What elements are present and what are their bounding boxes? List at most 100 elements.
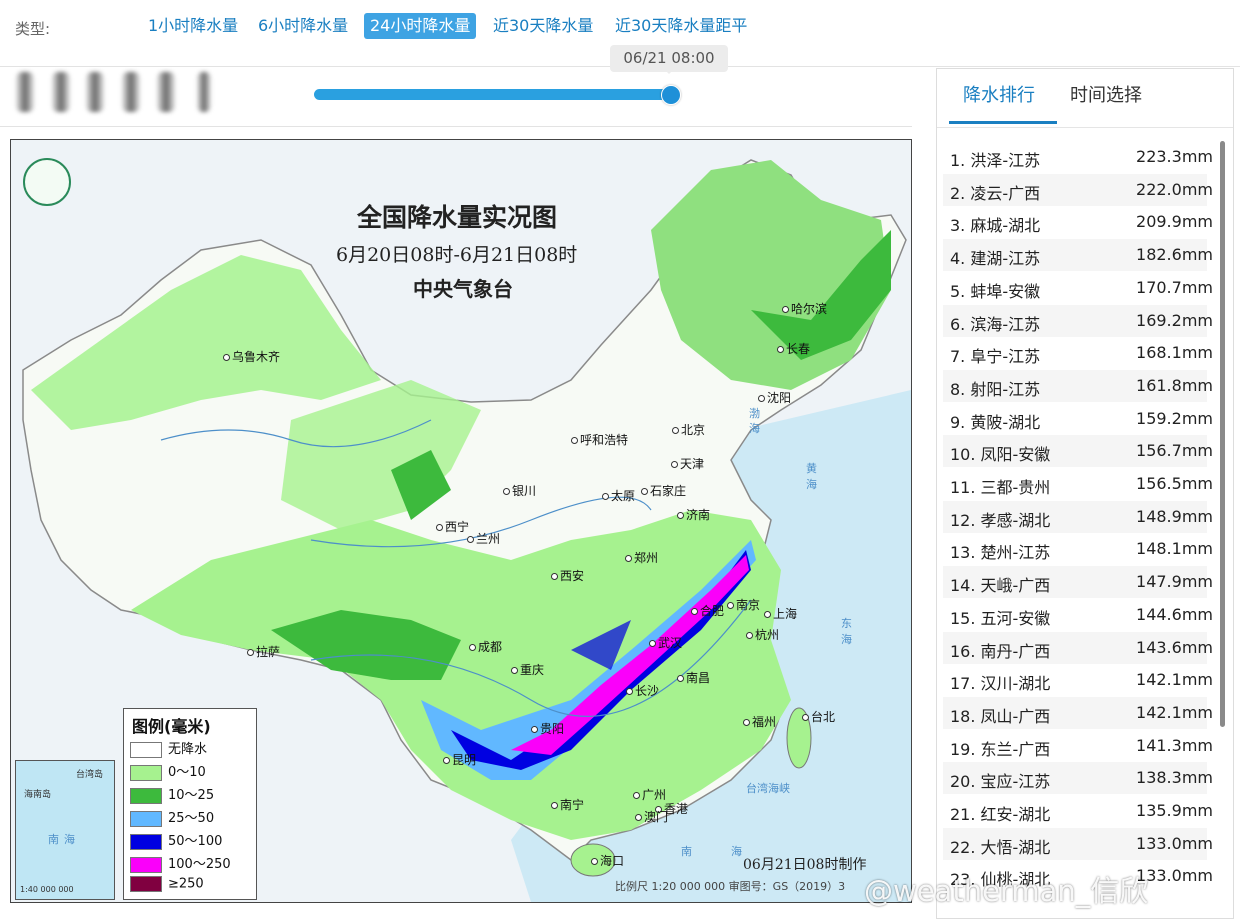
inset-label: 南 (48, 833, 59, 846)
legend-swatch (130, 787, 162, 804)
weibo-watermark: @weatherman_信欣 (864, 874, 1149, 908)
city-label: 兰州 (467, 530, 500, 547)
divider (937, 127, 1233, 128)
sea-label: 黄 (806, 462, 817, 475)
sea-label: 台湾海峡 (746, 782, 790, 795)
type-bar: 类型: 1小时降水量 6小时降水量 24小时降水量 近30天降水量 近30天降水… (0, 0, 1240, 60)
ranking-row[interactable]: 2. 凌云-广西 222.0mm (943, 173, 1213, 206)
city-label: 长春 (777, 340, 810, 357)
ranking-scrollbar[interactable] (1220, 141, 1225, 727)
time-slider-track[interactable] (314, 89, 672, 100)
ranking-row[interactable]: 4. 建湖-江苏 182.6mm (943, 239, 1213, 272)
city-label: 长沙 (626, 682, 659, 699)
legend-swatch (130, 764, 162, 781)
city-label: 昆明 (443, 751, 476, 768)
city-label: 杭州 (746, 626, 779, 643)
inset-label: 台湾岛 (76, 770, 104, 780)
city-label: 沈阳 (758, 389, 791, 406)
map-legend: 图例(毫米) 无降水 0～10 10～25 25～50 50～100 100～2… (123, 708, 257, 900)
tab-24h-precip[interactable]: 24小时降水量 (364, 13, 477, 39)
ranking-row[interactable]: 6. 滨海-江苏 169.2mm (943, 304, 1213, 337)
city-label: 天津 (671, 455, 704, 472)
sea-label: 海 (806, 478, 817, 491)
active-tab-indicator (949, 121, 1057, 124)
map-scale: 比例尺 1:20 000 000 审图号：GS（2019）3 (615, 880, 846, 893)
ranking-row[interactable]: 15. 五河-安徽 144.6mm (950, 604, 1213, 628)
city-label: 呼和浩特 (571, 431, 628, 448)
city-label: 郑州 (625, 549, 658, 566)
ranking-panel: 降水排行 时间选择 1. 洪泽-江苏 223.3mm 2. 凌云-广西 222.0m… (936, 68, 1234, 919)
time-slider-handle[interactable] (661, 85, 681, 105)
map-title: 全国降水量实况图 (357, 203, 558, 232)
tab-precip-ranking[interactable]: 降水排行 (963, 85, 1035, 106)
city-label: 乌鲁木齐 (223, 348, 280, 365)
city-label: 澳门 (635, 808, 668, 825)
legend-item: ≥250 (130, 876, 204, 894)
legend-item: 50～100 (130, 830, 222, 850)
legend-item: 无降水 (130, 738, 207, 758)
ranking-row[interactable]: 1. 洪泽-江苏 223.3mm (950, 147, 1213, 170)
ranking-row[interactable]: 14. 天峨-广西 147.9mm (943, 566, 1213, 599)
inset-scale: 1:40 000 000 (20, 885, 74, 894)
ranking-row[interactable]: 11. 三都-贵州 156.5mm (950, 474, 1213, 497)
city-label: 海口 (591, 852, 624, 869)
legend-swatch (130, 810, 162, 827)
city-label: 重庆 (511, 661, 544, 678)
city-label: 南昌 (677, 669, 710, 686)
tab-time-select[interactable]: 时间选择 (1070, 85, 1142, 106)
sea-label: 海 (841, 633, 852, 646)
ranking-row[interactable]: 10. 凤阳-安徽 156.7mm (943, 435, 1213, 468)
map-made-time: 06月21日08时制作 (743, 857, 867, 873)
ranking-row[interactable]: 5. 蚌埠-安徽 170.7mm (950, 277, 1213, 301)
legend-swatch (130, 741, 162, 758)
city-label: 西宁 (436, 518, 469, 535)
city-label: 福州 (743, 713, 776, 730)
ranking-row[interactable]: 23. 仙桃-湖北 133.0mm (950, 866, 1213, 890)
legend-item: 10～25 (130, 784, 214, 804)
ranking-row[interactable]: 9. 黄陂-湖北 159.2mm (950, 408, 1213, 432)
ranking-row[interactable]: 16. 南丹-广西 143.6mm (943, 631, 1213, 664)
tab-30d-anomaly[interactable]: 近30天降水量距平 (615, 16, 748, 35)
ranking-row[interactable]: 12. 孝感-湖北 148.9mm (943, 500, 1213, 533)
ranking-row[interactable]: 8. 射阳-江苏 161.8mm (943, 369, 1213, 402)
ranking-row[interactable]: 13. 楚州-江苏 148.1mm (950, 539, 1213, 563)
city-label: 哈尔滨 (782, 300, 827, 317)
sea-label: 南 (681, 845, 692, 858)
city-label: 太原 (602, 487, 635, 504)
city-label: 台北 (802, 708, 835, 725)
inset-label: 海 (64, 833, 75, 846)
cma-logo-icon (23, 158, 71, 206)
ranking-row[interactable]: 17. 汉川-湖北 142.1mm (950, 670, 1213, 694)
precipitation-map: 全国降水量实况图 6月20日08时-6月21日08时 中央气象台 乌鲁木齐 哈尔… (10, 139, 912, 903)
city-label: 合肥 (691, 602, 724, 619)
type-label: 类型: (15, 20, 51, 38)
map-org: 中央气象台 (413, 277, 513, 301)
tab-1h-precip[interactable]: 1小时降水量 (148, 16, 239, 35)
ranking-list: 1. 洪泽-江苏 223.3mm 2. 凌云-广西 222.0mm 3. 麻城-湖北… (937, 141, 1219, 918)
city-label: 上海 (764, 605, 797, 622)
tab-30d-precip[interactable]: 近30天降水量 (493, 16, 594, 35)
legend-swatch (130, 856, 162, 873)
sea-label: 渤 (749, 407, 760, 420)
legend-title: 图例(毫米) (132, 717, 211, 736)
divider (0, 126, 912, 127)
ranking-row[interactable]: 19. 东兰-广西 141.3mm (950, 735, 1213, 759)
legend-swatch (130, 833, 162, 850)
tab-6h-precip[interactable]: 6小时降水量 (258, 16, 349, 35)
city-label: 拉萨 (247, 643, 280, 660)
city-label: 成都 (469, 638, 502, 655)
ranking-row[interactable]: 7. 阜宁-江苏 168.1mm (950, 343, 1213, 367)
ranking-row[interactable]: 18. 凤山-广西 142.1mm (943, 696, 1213, 729)
legend-swatch (130, 876, 162, 892)
city-label: 石家庄 (641, 482, 686, 499)
city-label: 贵阳 (531, 720, 564, 737)
city-label: 南京 (727, 596, 760, 613)
map-subtitle: 6月20日08时-6月21日08时 (336, 244, 578, 266)
ranking-row[interactable]: 3. 麻城-湖北 209.9mm (950, 212, 1213, 236)
legend-item: 0～10 (130, 761, 206, 781)
ranking-row[interactable]: 21. 红安-湖北 135.9mm (950, 801, 1213, 824)
ranking-row[interactable]: 20. 宝应-江苏 138.3mm (943, 762, 1213, 795)
city-label: 银川 (503, 482, 536, 499)
legend-item: 100～250 (130, 853, 231, 873)
ranking-row[interactable]: 22. 大悟-湖北 133.0mm (943, 827, 1213, 860)
